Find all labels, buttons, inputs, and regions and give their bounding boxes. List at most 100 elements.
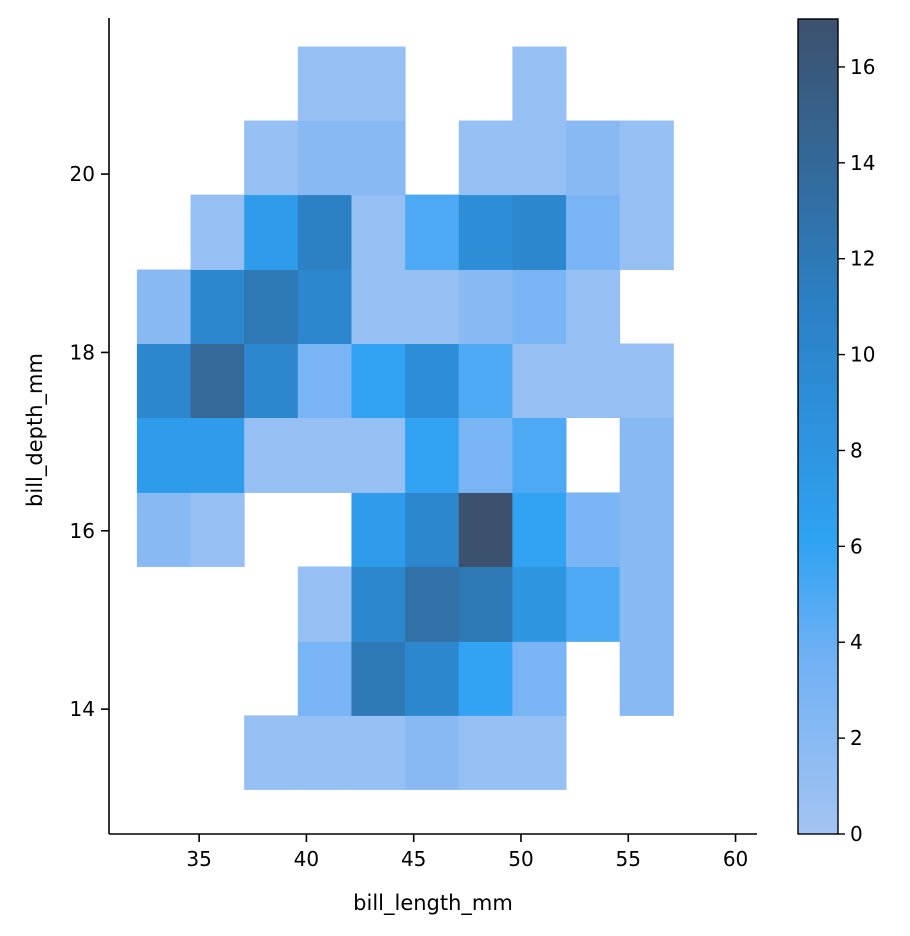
heatmap-cell xyxy=(566,194,621,270)
y-tick-label: 14 xyxy=(70,697,95,721)
x-tick-label: 40 xyxy=(294,847,319,871)
heatmap-cell xyxy=(458,715,513,790)
heatmap-cell xyxy=(190,269,245,345)
heatmap-cell xyxy=(136,343,192,419)
y-axis-label: bill_depth_mm xyxy=(23,353,48,507)
colorbar-tick-label: 0 xyxy=(850,822,863,846)
colorbar-tick-label: 8 xyxy=(850,438,863,462)
heatmap-cell xyxy=(512,492,567,567)
heatmap-cell xyxy=(297,566,352,642)
heatmap-cell xyxy=(458,492,513,567)
heatmap-cell xyxy=(190,343,245,419)
heatmap-cell xyxy=(190,492,245,567)
x-tick-label: 45 xyxy=(401,847,426,871)
heatmap-cell xyxy=(351,46,406,122)
colorbar-tick-label: 10 xyxy=(850,343,875,367)
y-tick-label: 20 xyxy=(70,162,95,186)
heatmap-cell xyxy=(405,566,460,642)
heatmap-cell xyxy=(405,343,460,419)
heatmap-cell xyxy=(405,417,460,493)
heatmap-cell xyxy=(136,417,192,493)
heatmap-cell xyxy=(297,641,352,716)
heatmap-cell xyxy=(190,417,245,493)
heatmap-cell xyxy=(619,492,674,567)
x-tick-label: 55 xyxy=(616,847,641,871)
colorbar-tick-label: 4 xyxy=(850,630,863,654)
heatmap-cell xyxy=(351,269,406,345)
heatmap-cell xyxy=(405,715,460,790)
heatmap-cell xyxy=(351,715,406,790)
colorbar-bar xyxy=(797,18,839,835)
heatmap-cell xyxy=(351,417,406,493)
heatmap-cell xyxy=(244,715,299,790)
colorbar-tick-label: 16 xyxy=(850,55,875,79)
heatmap-cell xyxy=(351,492,406,567)
heatmap-cell xyxy=(351,566,406,642)
heatmap-cell xyxy=(297,46,352,122)
heatmap-cell xyxy=(351,120,406,196)
heatmap-cell xyxy=(619,194,674,270)
heatmap-cell xyxy=(351,641,406,716)
heatmap-cell xyxy=(351,194,406,270)
heatmap-cell xyxy=(136,492,192,567)
colorbar: 0 2 4 6 8 10 12 14 16 xyxy=(797,18,875,846)
heatmap-cell xyxy=(297,343,352,419)
heatmap-cell xyxy=(351,343,406,419)
heatmap-cell xyxy=(619,343,674,419)
axes xyxy=(108,18,757,835)
heatmap-cell xyxy=(458,566,513,642)
heatmap-cell xyxy=(297,715,352,790)
heatmap-cell xyxy=(619,566,674,642)
heatmap-cell xyxy=(458,641,513,716)
x-tick-label: 60 xyxy=(723,847,748,871)
heatmap-cell xyxy=(619,417,674,493)
colorbar-tick-label: 12 xyxy=(850,247,875,271)
heatmap-cells xyxy=(136,46,674,790)
heatmap-cell xyxy=(512,641,567,716)
x-tick-label: 50 xyxy=(508,847,533,871)
heatmap-cell xyxy=(136,269,192,345)
heatmap-cell xyxy=(458,417,513,493)
heatmap-cell xyxy=(244,343,299,419)
heatmap-cell xyxy=(458,194,513,270)
heatmap-cell xyxy=(566,343,621,419)
heatmap-cell xyxy=(244,194,299,270)
heatmap-cell xyxy=(458,269,513,345)
colorbar-tick-label: 14 xyxy=(850,151,875,175)
heatmap-cell xyxy=(244,269,299,345)
heatmap-cell xyxy=(512,46,567,122)
heatmap-cell xyxy=(512,269,567,345)
heatmap-cell xyxy=(512,120,567,196)
heatmap-cell xyxy=(297,269,352,345)
heatmap-cell xyxy=(297,417,352,493)
y-tick-label: 18 xyxy=(70,340,95,364)
heatmap-cell xyxy=(458,343,513,419)
heatmap-cell xyxy=(190,194,245,270)
heatmap-cell xyxy=(405,194,460,270)
heatmap-cell xyxy=(244,120,299,196)
heatmap-cell xyxy=(244,417,299,493)
heatmap-cell xyxy=(512,194,567,270)
heatmap-cell xyxy=(405,492,460,567)
heatmap-cell xyxy=(512,566,567,642)
colorbar-tick-label: 2 xyxy=(850,726,863,750)
heatmap-cell xyxy=(512,417,567,493)
heatmap-cell xyxy=(512,343,567,419)
heatmap-cell xyxy=(566,566,621,642)
heatmap-cell xyxy=(566,269,621,345)
y-axis-ticks: 14 16 18 20 xyxy=(70,162,109,721)
heatmap-cell xyxy=(619,641,674,716)
heatmap-cell xyxy=(297,120,352,196)
x-axis-ticks: 35 40 45 50 55 60 xyxy=(186,834,748,871)
heatmap-cell xyxy=(297,194,352,270)
colorbar-tick-label: 6 xyxy=(850,534,863,558)
heatmap-cell xyxy=(512,715,567,790)
heatmap-cell xyxy=(405,641,460,716)
y-tick-label: 16 xyxy=(70,519,95,543)
heatmap-cell xyxy=(619,120,674,196)
heatmap-cell xyxy=(458,120,513,196)
heatmap-cell xyxy=(566,492,621,567)
x-axis-label: bill_length_mm xyxy=(353,891,513,916)
heatmap-cell xyxy=(405,269,460,345)
